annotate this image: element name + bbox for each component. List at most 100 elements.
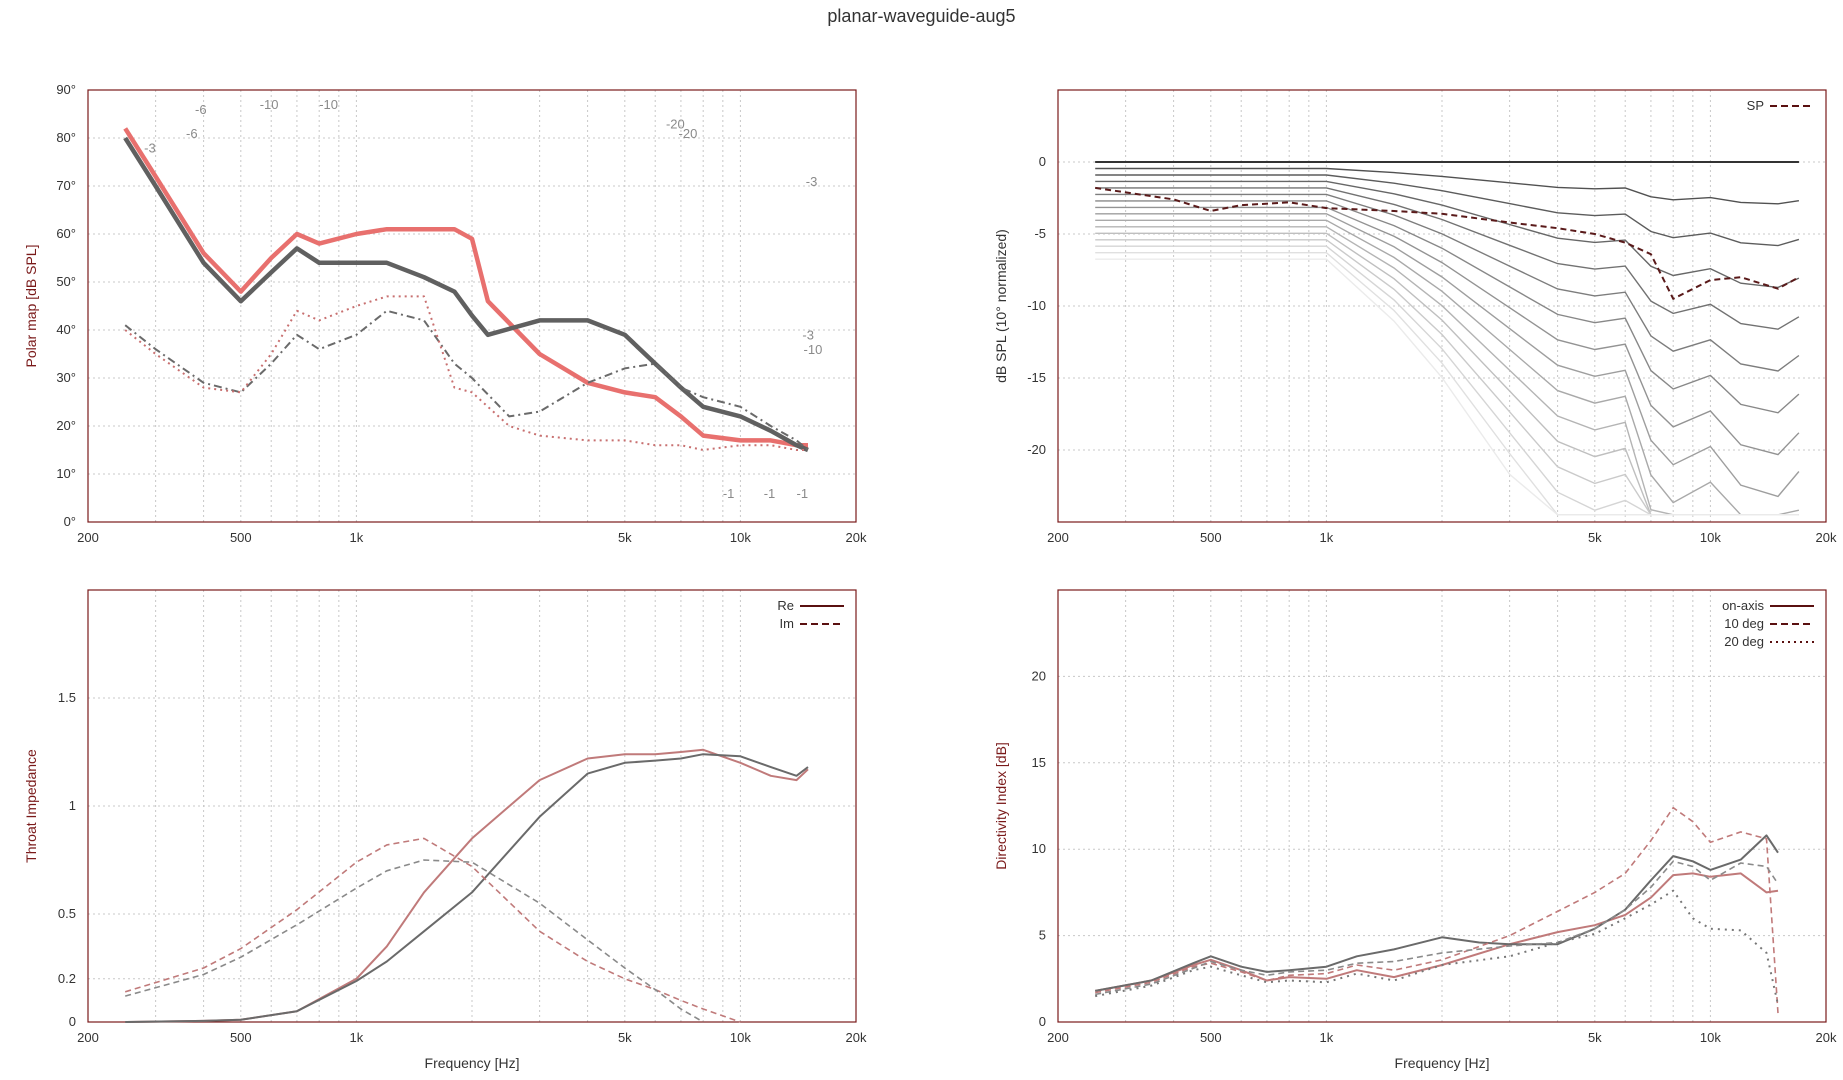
x-tick-label: 20k	[846, 1030, 867, 1045]
x-tick-label: 1k	[350, 1030, 364, 1045]
x-tick-label: 200	[1047, 530, 1069, 545]
legend-label: Re	[777, 598, 794, 613]
normalized-curve	[1095, 167, 1800, 205]
contour-label: -10	[260, 97, 279, 112]
y-tick-label: 20	[1032, 668, 1046, 683]
x-tick-label: 1k	[350, 530, 364, 545]
series-line	[124, 859, 704, 1023]
legend-label: Im	[780, 616, 794, 631]
normalized-curve	[1095, 232, 1799, 516]
y-tick-label: 0	[1039, 154, 1046, 169]
contour-label: -3	[802, 328, 814, 343]
y-tick-label: 70°	[56, 178, 76, 193]
y-tick-label: 10°	[56, 466, 76, 481]
series-line	[1095, 889, 1779, 1005]
x-tick-label: 200	[77, 1030, 99, 1045]
contour-label: -1	[764, 486, 776, 501]
directivity-index-panel: 200 500 1k 5k 10k 20k 0 5 10 15 20 Directivity Inde…	[993, 589, 1837, 1071]
x-tick-label: 10k	[1700, 1030, 1721, 1045]
normalized-curve	[1095, 206, 1800, 456]
y-tick-label: 0°	[64, 514, 76, 529]
normalized-curve	[1095, 174, 1800, 247]
x-tick-label: 1k	[1320, 1030, 1334, 1045]
series-line	[125, 753, 809, 1023]
y-tick-label: -10	[1027, 298, 1046, 313]
y-tick-label: 60°	[56, 226, 76, 241]
x-tick-label: 5k	[618, 1030, 632, 1045]
y-tick-label: 5	[1039, 928, 1046, 943]
x-tick-label: 200	[77, 530, 99, 545]
y-tick-label: 0	[1039, 1014, 1046, 1029]
y-tick-label: 0.2	[58, 971, 76, 986]
y-tick-label: 0.5	[58, 906, 76, 921]
throat-impedance-panel: 200 500 1k 5k 10k 20k 0 0.2 0.5 1 1.5 Throat Impeda…	[23, 589, 867, 1071]
polar-map-panel: 200 500 1k 5k 10k 20k 0° 10° 20° 30° 40° 50° 60° 70° 8…	[23, 82, 867, 545]
series-line	[1095, 806, 1779, 1014]
x-tick-label: 10k	[730, 1030, 751, 1045]
y-tick-label: 90°	[56, 82, 76, 97]
x-tick-label: 500	[1200, 530, 1222, 545]
contour-label: -10	[319, 97, 338, 112]
contour-label: -20	[666, 116, 685, 131]
normalized-curve	[1095, 219, 1800, 516]
y-tick-label: 1	[69, 798, 76, 813]
series-line	[1095, 834, 1779, 992]
x-tick-label: 10k	[1700, 530, 1721, 545]
series-line	[124, 837, 741, 1023]
y-tick-label: 80°	[56, 130, 76, 145]
y-tick-label: 20°	[56, 418, 76, 433]
y-tick-label: 15	[1032, 755, 1046, 770]
legend-label: SP	[1747, 98, 1764, 113]
y-tick-label: 50°	[56, 274, 76, 289]
legend-label: 20 deg	[1724, 634, 1764, 649]
y-tick-label: 40°	[56, 322, 76, 337]
y-tick-label: 1.5	[58, 690, 76, 705]
y-tick-label: 0	[69, 1014, 76, 1029]
y-tick-label: 30°	[56, 370, 76, 385]
contour-label: -3	[806, 174, 818, 189]
contour-label: -1	[723, 486, 735, 501]
page-title: planar-waveguide-aug5	[827, 6, 1016, 26]
x-tick-label: 20k	[846, 530, 867, 545]
series-line	[124, 295, 808, 451]
contour-label: -3	[144, 140, 156, 155]
series-line	[1095, 186, 1800, 300]
normalized-curve	[1095, 193, 1800, 372]
normalized-curve	[1095, 187, 1800, 330]
x-tick-label: 500	[1200, 1030, 1222, 1045]
y-axis-label: Throat Impedance	[23, 749, 39, 863]
y-tick-label: -15	[1027, 370, 1046, 385]
x-tick-label: 20k	[1816, 1030, 1837, 1045]
y-tick-label: 10	[1032, 841, 1046, 856]
normalized-curve	[1095, 180, 1800, 289]
contour-label: -6	[195, 102, 207, 117]
y-tick-label: -20	[1027, 442, 1046, 457]
x-tick-label: 20k	[1816, 530, 1837, 545]
y-tick-label: -5	[1034, 226, 1046, 241]
plot-frame	[1057, 89, 1827, 523]
x-tick-label: 5k	[618, 530, 632, 545]
series-line	[1095, 872, 1779, 992]
x-tick-label: 5k	[1588, 1030, 1602, 1045]
plot-frame	[1057, 589, 1827, 1023]
normalized-curve	[1095, 200, 1800, 414]
x-tick-label: 1k	[1320, 530, 1334, 545]
series-line	[123, 136, 809, 453]
contour-label: -20	[679, 126, 698, 141]
x-tick-label: 500	[230, 1030, 252, 1045]
contour-label: -1	[797, 486, 809, 501]
y-axis-label: dB SPL (10° normalized)	[993, 229, 1009, 383]
x-tick-label: 10k	[730, 530, 751, 545]
x-tick-label: 5k	[1588, 530, 1602, 545]
plot-frame	[87, 89, 857, 523]
series-line	[124, 309, 809, 451]
x-tick-label: 500	[230, 530, 252, 545]
series-line	[125, 748, 809, 1023]
contour-label: -6	[186, 126, 198, 141]
normalized-curve	[1095, 258, 1799, 516]
x-axis-label: Frequency [Hz]	[1395, 1055, 1490, 1071]
series-line	[123, 127, 808, 448]
legend-label: 10 deg	[1724, 616, 1764, 631]
y-axis-label: Directivity Index [dB]	[993, 742, 1009, 870]
